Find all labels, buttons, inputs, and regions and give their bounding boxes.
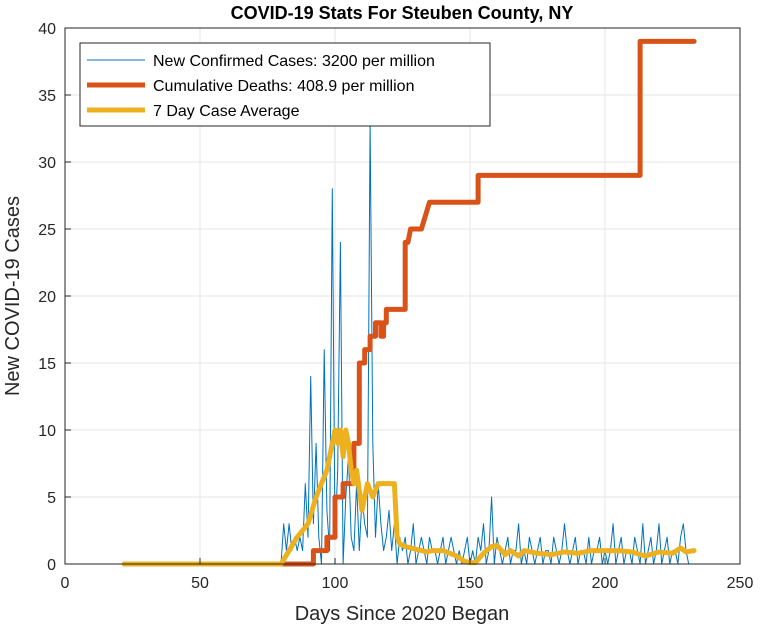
x-tick-label: 100 bbox=[322, 575, 349, 592]
x-tick-label: 200 bbox=[592, 575, 619, 592]
y-tick-label: 25 bbox=[38, 222, 56, 239]
legend: New Confirmed Cases: 3200 per million Cum… bbox=[79, 42, 491, 127]
y-tick-label: 0 bbox=[47, 557, 56, 574]
chart-title: COVID-19 Stats For Steuben County, NY bbox=[231, 3, 574, 23]
legend-label-3: 7 Day Case Average bbox=[153, 103, 300, 120]
x-tick-label: 0 bbox=[61, 575, 70, 592]
x-tick-label: 150 bbox=[457, 575, 484, 592]
series-line-3 bbox=[121, 427, 697, 567]
y-tick-label: 40 bbox=[38, 21, 56, 38]
y-tick-label: 20 bbox=[38, 289, 56, 306]
legend-label-2: Cumulative Deaths: 408.9 per million bbox=[153, 78, 414, 95]
y-axis-label: New COVID-19 Cases bbox=[2, 196, 24, 396]
y-tick-label: 15 bbox=[38, 356, 56, 373]
x-tick-label: 250 bbox=[727, 575, 754, 592]
y-tick-label: 10 bbox=[38, 423, 56, 440]
legend-box bbox=[79, 42, 491, 127]
y-tick-label: 5 bbox=[47, 490, 56, 507]
axis-ticks: 0 50 100 150 200 250 0 5 10 15 20 25 30 35 40 bbox=[38, 21, 753, 592]
y-tick-label: 30 bbox=[38, 155, 56, 172]
series-group bbox=[121, 38, 697, 567]
series-line-2 bbox=[121, 38, 697, 567]
x-tick-label: 50 bbox=[191, 575, 209, 592]
x-axis-label: Days Since 2020 Began bbox=[295, 603, 510, 625]
y-tick-label: 35 bbox=[38, 88, 56, 105]
legend-label-1: New Confirmed Cases: 3200 per million bbox=[153, 53, 435, 70]
